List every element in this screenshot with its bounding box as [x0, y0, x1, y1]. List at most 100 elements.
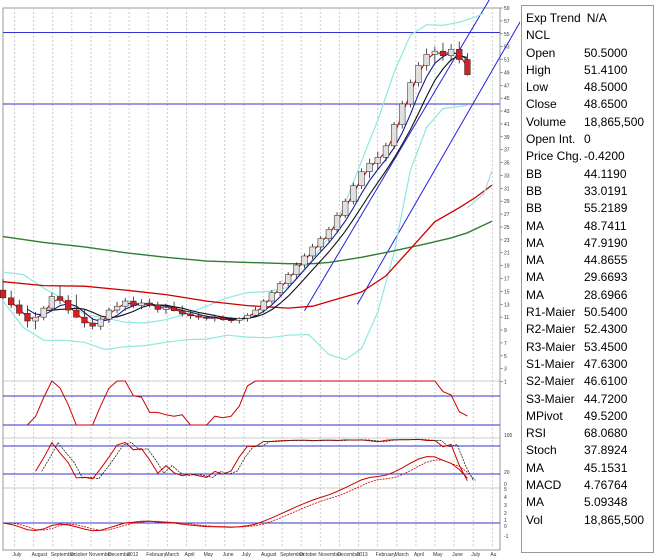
info-value	[584, 27, 653, 44]
info-value: 44.1190	[584, 166, 627, 181]
info-row: MPivot 49.5200	[526, 408, 653, 425]
candle-body	[309, 246, 316, 257]
candle-body	[170, 307, 178, 311]
candle-body	[350, 185, 357, 202]
price-tick-label: 11	[504, 315, 509, 321]
info-value: 68.0680	[584, 426, 628, 441]
month-tick-label: July	[471, 552, 480, 558]
month-tick-label: May	[433, 552, 443, 558]
info-label: S1-Maier	[526, 356, 575, 371]
price-tick-label: 3	[504, 367, 507, 373]
candle-body	[268, 292, 275, 302]
indicator-tick-label: 2	[504, 511, 507, 517]
candle-body	[244, 314, 251, 319]
price-tick-label: 41	[504, 122, 510, 128]
info-label: MA	[526, 253, 544, 268]
info-row: R3-Maier 53.4500	[526, 339, 653, 356]
info-value: N/A	[586, 11, 607, 25]
candle-body	[130, 300, 137, 306]
candle-body	[374, 157, 381, 164]
info-label: Exp Trend	[526, 11, 581, 25]
info-row: BB 44.1190	[526, 166, 653, 183]
info-value: 33.0191	[584, 183, 628, 198]
info-row: Open Int. 0	[526, 131, 653, 148]
info-row: BB 55.2189	[526, 200, 653, 217]
info-row: Vol 18,865,500	[526, 512, 653, 529]
chart-area: July August September October November Decemb…	[0, 0, 520, 558]
month-tick-label: August	[261, 552, 277, 558]
indicator-tick-label: 0	[504, 482, 507, 488]
info-value: 55.2189	[584, 201, 628, 216]
info-row: MA 5.09348	[526, 494, 653, 511]
price-tick-label: 27	[504, 212, 510, 218]
candle-body	[415, 65, 422, 83]
info-row: MA 28.6966	[526, 287, 653, 304]
month-tick-label: November	[318, 552, 341, 558]
candle-body	[32, 316, 39, 322]
candle-body	[105, 309, 113, 320]
moving-average-pale	[467, 170, 493, 209]
info-value: 28.6966	[584, 287, 628, 302]
candle-body	[138, 302, 145, 306]
month-tick-label: Au	[490, 552, 496, 558]
month-tick-label: August	[32, 552, 48, 558]
candle-body	[162, 307, 170, 310]
candle-body	[97, 318, 104, 327]
moving-average-long	[2, 220, 493, 265]
month-tick-label: March	[395, 552, 409, 558]
info-label: S2-Maier	[526, 374, 575, 389]
info-row: MA 29.6693	[526, 269, 653, 286]
info-label: MA	[526, 287, 544, 302]
month-tick-label: July	[12, 552, 21, 558]
month-tick-label: December	[108, 552, 131, 558]
info-label: Open	[526, 45, 556, 60]
info-value: 46.6100	[584, 374, 628, 389]
candle-body	[333, 215, 341, 230]
info-label: High	[526, 62, 551, 77]
price-tick-label: 29	[504, 199, 510, 205]
info-value: 29.6693	[584, 270, 628, 285]
info-label: Vol	[526, 512, 543, 527]
info-value: 0	[584, 132, 591, 147]
info-label: NCL	[526, 28, 551, 43]
info-value: 44.8655	[584, 253, 628, 268]
month-tick-label: July	[242, 552, 251, 558]
info-row: BB 33.0191	[526, 183, 653, 200]
candle-body	[260, 300, 267, 311]
month-tick-label: 2012	[127, 552, 138, 558]
info-label: MACD	[526, 478, 562, 493]
info-label: MA	[526, 495, 544, 510]
price-tick-label: 1	[504, 380, 507, 386]
indicator-tick-label: 3	[504, 503, 507, 509]
macd-signal-line	[11, 459, 476, 531]
candle-body	[252, 309, 259, 316]
info-label: MA	[526, 218, 544, 233]
info-value: 47.6300	[584, 356, 628, 371]
candle-body	[24, 313, 31, 322]
price-tick-label: 45	[504, 96, 510, 102]
candle-body	[358, 171, 365, 187]
info-label: R3-Maier	[526, 339, 576, 354]
info-row: MACD 4.76764	[526, 477, 653, 494]
candle-body	[146, 302, 153, 306]
info-label: MA	[526, 270, 544, 285]
rsi-line	[27, 380, 468, 426]
price-tick-label: 9	[504, 328, 507, 334]
info-value: 51.4100	[584, 62, 628, 77]
month-tick-label: November	[89, 552, 112, 558]
month-tick-label: June	[452, 552, 463, 558]
info-row: S1-Maier 47.6300	[526, 356, 653, 373]
info-value: 18,865,500	[584, 512, 645, 527]
info-row: MA 45.1531	[526, 460, 653, 477]
info-value: 53.4500	[584, 339, 628, 354]
indicator-tick-label: 5	[504, 487, 507, 493]
macd-line	[2, 456, 468, 532]
indicator-tick-label: 20	[504, 470, 510, 476]
info-row: R1-Maier 50.5400	[526, 304, 653, 321]
candle-body	[285, 274, 292, 284]
month-tick-label: 2013	[357, 552, 368, 558]
indicator-tick-label: 0	[504, 524, 507, 530]
candle-body	[317, 238, 324, 248]
candle-body	[122, 300, 129, 307]
